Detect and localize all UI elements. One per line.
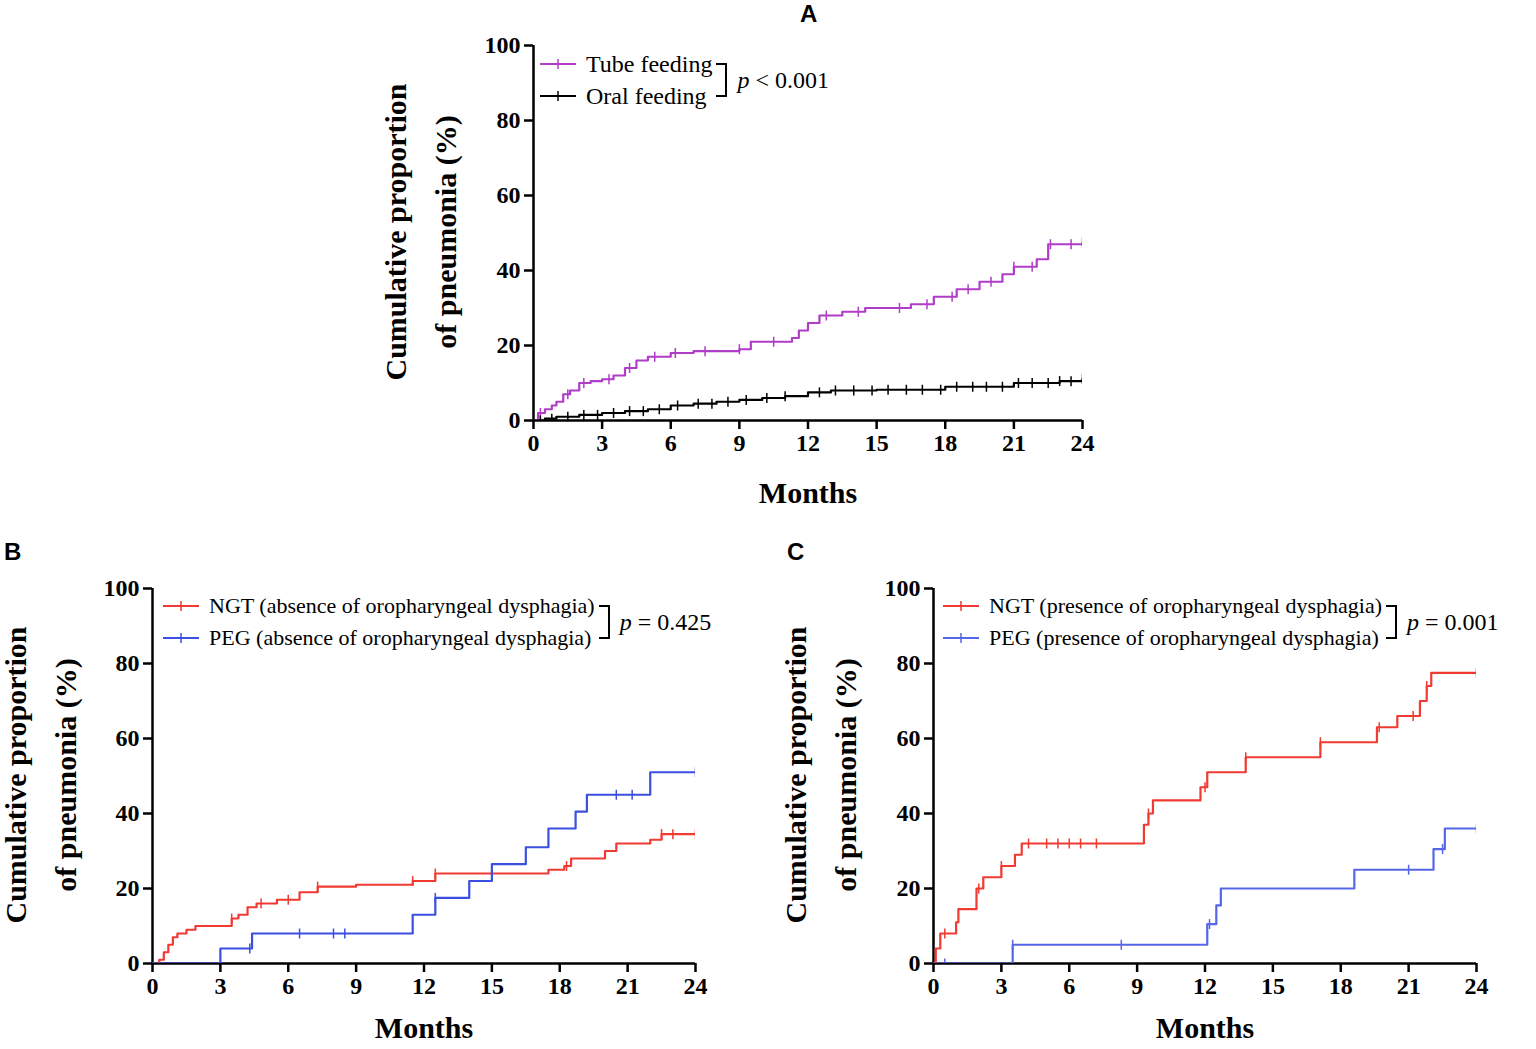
svg-text:24: 24 [1071, 430, 1095, 456]
svg-text:18: 18 [1329, 973, 1353, 999]
svg-text:60: 60 [497, 182, 521, 208]
svg-text:12: 12 [1193, 973, 1217, 999]
svg-text:0: 0 [928, 973, 940, 999]
svg-text:40: 40 [116, 800, 140, 826]
svg-text:9: 9 [350, 973, 362, 999]
svg-text:18: 18 [548, 973, 572, 999]
svg-text:0: 0 [909, 950, 921, 976]
svg-text:3: 3 [995, 973, 1007, 999]
svg-text:100: 100 [485, 32, 521, 58]
html-text:B: B [4, 538, 22, 565]
html-text:Months: Months [1155, 1011, 1255, 1044]
html-text:C: C [787, 538, 805, 565]
svg-text:20: 20 [116, 875, 140, 901]
svg-text:21: 21 [616, 973, 640, 999]
svg-text:60: 60 [897, 725, 921, 751]
html-text:p = 0.001: p = 0.001 [1407, 608, 1499, 635]
svg-text:80: 80 [116, 650, 140, 676]
svg-text:6: 6 [1063, 973, 1075, 999]
html-text:NGT (presence of oropharyngeal: NGT (presence of oropharyngeal dysphagia… [989, 593, 1382, 618]
svg-text:100: 100 [104, 575, 140, 601]
svg-text:21: 21 [1397, 973, 1421, 999]
html-text:p < 0.001: p < 0.001 [737, 66, 829, 93]
svg-text:21: 21 [1002, 430, 1026, 456]
svg-text:80: 80 [897, 650, 921, 676]
svg-text:40: 40 [497, 257, 521, 283]
svg-text:3: 3 [596, 430, 608, 456]
svg-text:0: 0 [128, 950, 140, 976]
html-text:Oral feeding: Oral feeding [586, 82, 707, 109]
svg-text:6: 6 [282, 973, 294, 999]
html-text:Tube feeding: Tube feeding [586, 50, 713, 77]
svg-text:3: 3 [214, 973, 226, 999]
html-text:Cumulative proportion of pneum: Cumulative proportion of pneumonia (%) [378, 83, 461, 381]
svg-text:9: 9 [733, 430, 745, 456]
html-text:NGT (absence of oropharyngeal: NGT (absence of oropharyngeal dysphagia) [209, 593, 595, 618]
svg-text:24: 24 [684, 973, 708, 999]
svg-text:18: 18 [933, 430, 957, 456]
svg-text:12: 12 [796, 430, 820, 456]
svg-text:40: 40 [897, 800, 921, 826]
svg-text:15: 15 [1261, 973, 1285, 999]
svg-text:20: 20 [497, 332, 521, 358]
svg-text:0: 0 [147, 973, 159, 999]
svg-text:0: 0 [509, 407, 521, 433]
html-text:A: A [800, 0, 818, 27]
svg-text:12: 12 [412, 973, 436, 999]
svg-text:15: 15 [480, 973, 504, 999]
html-text:p = 0.425: p = 0.425 [619, 608, 712, 635]
svg-text:6: 6 [665, 430, 677, 456]
html-text:Cumulative proportion of pneum: Cumulative proportion of pneumonia (%) [778, 626, 861, 924]
svg-text:60: 60 [116, 725, 140, 751]
svg-text:100: 100 [885, 575, 921, 601]
svg-text:80: 80 [497, 107, 521, 133]
svg-text:20: 20 [897, 875, 921, 901]
html-text:PEG (absence of oropharyngeal: PEG (absence of oropharyngeal dysphagia) [209, 625, 592, 650]
html-text:Months: Months [758, 476, 858, 509]
svg-text:9: 9 [1131, 973, 1143, 999]
svg-text:15: 15 [865, 430, 889, 456]
svg-text:0: 0 [528, 430, 540, 456]
svg-text:24: 24 [1465, 973, 1489, 999]
html-text:Months: Months [374, 1011, 474, 1044]
html-text:PEG (presence of oropharyngeal: PEG (presence of oropharyngeal dysphagia… [989, 625, 1379, 650]
